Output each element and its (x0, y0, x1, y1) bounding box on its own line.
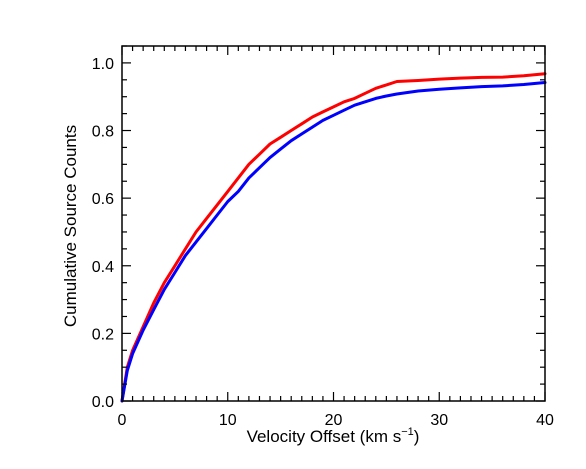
y-tick-label: 1.0 (92, 56, 114, 73)
y-axis-label: Cumulative Source Counts (61, 125, 80, 327)
y-tick-label: 0.6 (92, 191, 114, 208)
y-tick-label: 0.8 (92, 124, 114, 141)
series-line-0 (120, 72, 547, 403)
x-axis-label-superscript: −1 (401, 426, 414, 438)
plot-area (120, 72, 547, 403)
x-axis-label-main: Velocity Offset (km s (247, 427, 402, 446)
series-line-1 (120, 81, 547, 403)
y-tick-label: 0.0 (92, 394, 114, 411)
x-tick-label: 0 (118, 412, 127, 429)
x-tick-label: 10 (219, 412, 237, 429)
y-tick-label: 0.4 (92, 259, 114, 276)
x-axis-label-close: ) (414, 427, 420, 446)
y-tick-label: 0.2 (92, 326, 114, 343)
plot-frame (121, 45, 546, 402)
x-tick-label: 30 (430, 412, 448, 429)
x-tick-label: 20 (325, 412, 343, 429)
x-axis-label: Velocity Offset (km s−1) (247, 426, 420, 446)
x-tick-label: 40 (536, 412, 554, 429)
axes: 0 10 20 30 40 0.0 0.2 0.4 0.6 0.8 1.0 (92, 45, 554, 429)
